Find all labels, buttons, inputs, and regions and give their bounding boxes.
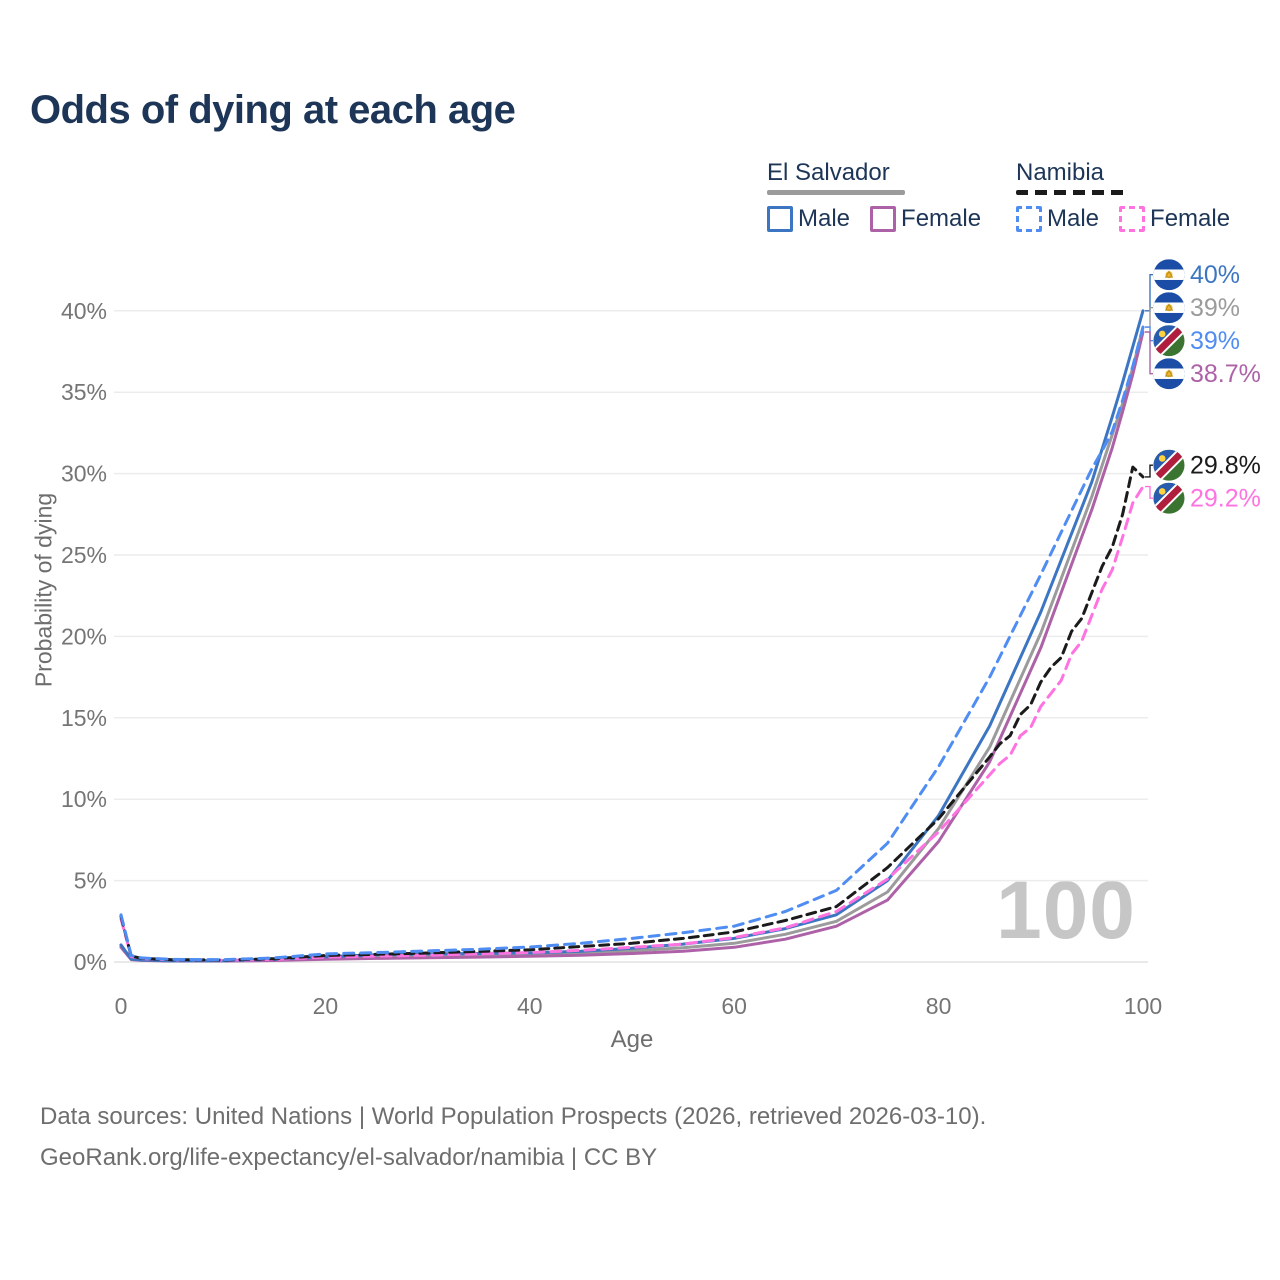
- series-line-es-female: [119, 330, 1145, 963]
- endpoint-label-na-total: 29.8%: [1145, 449, 1261, 481]
- legend-group-el-salvador: El Salvador Male Female: [767, 160, 1001, 233]
- legend-group-namibia: Namibia Male Female: [1016, 160, 1250, 233]
- legend-country-namibia: Namibia: [1016, 159, 1105, 186]
- page-title: Odds of dying at each age: [30, 88, 516, 132]
- legend-item-namibia-female[interactable]: Female: [1119, 205, 1230, 233]
- x-tick-label: 80: [926, 993, 952, 1019]
- endpoint-label-na-male: 39%: [1145, 325, 1240, 357]
- x-tick-label: 0: [115, 993, 128, 1019]
- el-salvador-flag-icon: [1153, 292, 1185, 324]
- endpoint-value: 39%: [1190, 327, 1240, 355]
- endpoint-label-es-total: 39%: [1145, 292, 1240, 328]
- series-line-es-total: [119, 325, 1145, 963]
- series-line-na-total: [119, 465, 1145, 962]
- el-salvador-line-style-sample: [767, 190, 905, 195]
- y-tick-label: 20%: [61, 623, 107, 649]
- x-tick-label: 40: [517, 993, 543, 1019]
- y-tick-label: 30%: [61, 461, 107, 487]
- y-tick-label: 0%: [74, 949, 107, 975]
- x-tick-label: 100: [1124, 993, 1162, 1019]
- namibia-line-style-sample: [1016, 190, 1128, 195]
- y-tick-label: 40%: [61, 298, 107, 324]
- namibia-flag-icon: [1153, 325, 1185, 357]
- data-sources-text: Data sources: United Nations | World Pop…: [40, 1103, 987, 1130]
- x-tick-label: 20: [313, 993, 339, 1019]
- y-tick-label: 5%: [74, 868, 107, 894]
- el-salvador-male-swatch: [767, 206, 793, 232]
- endpoint-value: 39%: [1190, 294, 1240, 322]
- y-tick-label: 35%: [61, 379, 107, 405]
- endpoint-connector: [1145, 485, 1153, 499]
- legend-label-female: Female: [1150, 205, 1231, 232]
- endpoint-label-es-male: 40%: [1145, 259, 1240, 312]
- el-salvador-flag-icon: [1153, 259, 1185, 291]
- endpoint-connector: [1145, 326, 1153, 342]
- x-tick-label: 60: [721, 993, 747, 1019]
- series-line-na-male: [119, 325, 1145, 962]
- legend-item-namibia-male[interactable]: Male: [1016, 205, 1099, 233]
- legend-country-el-salvador: El Salvador: [767, 159, 890, 186]
- endpoint-connector: [1145, 274, 1153, 312]
- y-tick-label: 10%: [61, 786, 107, 812]
- y-tick-label: 25%: [61, 542, 107, 568]
- namibia-flag-icon: [1153, 482, 1185, 514]
- endpoint-label-es-female: 38.7%: [1145, 331, 1261, 390]
- attribution-text: GeoRank.org/life-expectancy/el-salvador/…: [40, 1144, 658, 1171]
- y-tick-label: 15%: [61, 705, 107, 731]
- namibia-flag-icon: [1153, 449, 1185, 481]
- namibia-male-swatch: [1016, 206, 1042, 232]
- series-line-na-female: [119, 485, 1145, 962]
- el-salvador-female-swatch: [870, 206, 897, 232]
- legend-item-el-salvador-male[interactable]: Male: [767, 205, 850, 233]
- namibia-female-swatch: [1119, 206, 1146, 232]
- legend-label-male: Male: [798, 205, 851, 232]
- footer: Data sources: United Nations | World Pop…: [40, 1096, 986, 1178]
- legend-item-el-salvador-female[interactable]: Female: [870, 205, 981, 233]
- y-axis-title: Probability of dying: [30, 492, 57, 688]
- el-salvador-flag-icon: [1153, 358, 1185, 390]
- endpoint-connector: [1145, 464, 1153, 478]
- endpoint-label-na-female: 29.2%: [1145, 482, 1261, 514]
- legend-row-namibia: Male Female: [1016, 205, 1250, 233]
- endpoint-value: 29.8%: [1190, 452, 1261, 480]
- endpoint-connector: [1145, 331, 1153, 375]
- endpoint-value: 38.7%: [1190, 360, 1261, 388]
- legend-label-female: Female: [901, 205, 982, 232]
- legend-label-male: Male: [1047, 205, 1100, 232]
- legend-row-el-salvador: Male Female: [767, 205, 1001, 233]
- x-axis-title: Age: [610, 1026, 654, 1053]
- endpoint-value: 29.2%: [1190, 485, 1261, 513]
- endpoint-value: 40%: [1190, 261, 1240, 289]
